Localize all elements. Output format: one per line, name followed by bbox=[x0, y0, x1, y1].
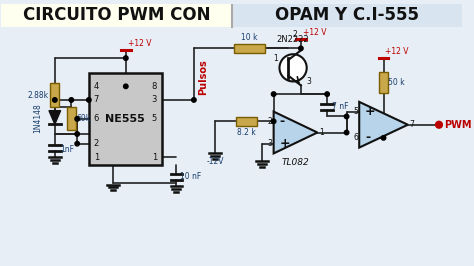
Text: 6: 6 bbox=[354, 133, 358, 142]
Circle shape bbox=[344, 130, 349, 135]
Text: +12 V: +12 V bbox=[303, 28, 326, 37]
Text: 5: 5 bbox=[354, 107, 358, 116]
Bar bbox=[379, 72, 388, 93]
Text: 2.88k: 2.88k bbox=[28, 90, 49, 99]
Text: 7 nF: 7 nF bbox=[332, 102, 348, 111]
Bar bbox=[89, 73, 162, 165]
Text: +: + bbox=[365, 105, 376, 118]
Text: 1: 1 bbox=[273, 54, 278, 63]
Circle shape bbox=[299, 46, 303, 51]
Text: 1: 1 bbox=[319, 128, 324, 137]
Text: TL082: TL082 bbox=[281, 158, 309, 167]
Text: +: + bbox=[280, 137, 290, 150]
Text: 2N2222: 2N2222 bbox=[277, 35, 310, 44]
Text: +12 V: +12 V bbox=[128, 39, 151, 48]
Text: 3: 3 bbox=[268, 139, 273, 148]
Polygon shape bbox=[273, 112, 318, 153]
Text: 50 k: 50 k bbox=[388, 78, 405, 87]
Text: 1nF: 1nF bbox=[61, 145, 74, 154]
Text: 2: 2 bbox=[268, 117, 273, 126]
Text: 10 k: 10 k bbox=[241, 32, 257, 41]
Text: 1: 1 bbox=[94, 153, 99, 162]
Bar bbox=[236, 117, 257, 126]
Circle shape bbox=[191, 98, 196, 102]
Circle shape bbox=[75, 132, 80, 136]
Text: 7: 7 bbox=[410, 120, 415, 129]
Circle shape bbox=[75, 117, 80, 121]
Polygon shape bbox=[359, 102, 408, 148]
Circle shape bbox=[381, 136, 386, 140]
Text: CIRCUITO PWM CON: CIRCUITO PWM CON bbox=[23, 6, 210, 24]
Circle shape bbox=[436, 121, 442, 128]
Text: Pulsos: Pulsos bbox=[198, 60, 208, 95]
Text: 1: 1 bbox=[152, 153, 157, 162]
Text: 3: 3 bbox=[152, 95, 157, 105]
Circle shape bbox=[124, 84, 128, 89]
Text: +12 V: +12 V bbox=[385, 47, 409, 56]
Circle shape bbox=[53, 98, 57, 102]
Circle shape bbox=[325, 92, 329, 96]
Bar bbox=[234, 44, 265, 53]
Polygon shape bbox=[49, 111, 61, 124]
Text: 6: 6 bbox=[94, 114, 99, 123]
Text: 3: 3 bbox=[307, 77, 311, 86]
Circle shape bbox=[280, 54, 307, 81]
Circle shape bbox=[69, 98, 73, 102]
Bar bbox=[50, 84, 59, 107]
Text: OPAM Y C.I-555: OPAM Y C.I-555 bbox=[275, 6, 419, 24]
Bar bbox=[1, 4, 232, 27]
Circle shape bbox=[272, 92, 276, 96]
Text: 10 nF: 10 nF bbox=[180, 172, 201, 181]
Text: 1N4148: 1N4148 bbox=[33, 103, 42, 133]
Text: -: - bbox=[365, 131, 370, 144]
Text: 69k: 69k bbox=[76, 114, 91, 123]
Text: 5: 5 bbox=[152, 114, 157, 123]
Text: 8.2 k: 8.2 k bbox=[237, 128, 256, 137]
Circle shape bbox=[344, 114, 349, 119]
Text: 2: 2 bbox=[292, 30, 297, 39]
Circle shape bbox=[87, 98, 91, 102]
Text: -: - bbox=[280, 115, 284, 128]
Text: 8: 8 bbox=[152, 82, 157, 91]
Circle shape bbox=[124, 56, 128, 60]
Text: 4: 4 bbox=[94, 82, 99, 91]
Text: PWM: PWM bbox=[444, 120, 471, 130]
Bar bbox=[232, 4, 462, 27]
Circle shape bbox=[272, 119, 276, 124]
Text: 2: 2 bbox=[94, 139, 99, 148]
Text: NE555: NE555 bbox=[105, 114, 145, 124]
Text: 7: 7 bbox=[94, 95, 99, 105]
Text: -12V: -12V bbox=[207, 157, 224, 166]
Bar bbox=[67, 107, 76, 130]
Circle shape bbox=[75, 142, 80, 146]
